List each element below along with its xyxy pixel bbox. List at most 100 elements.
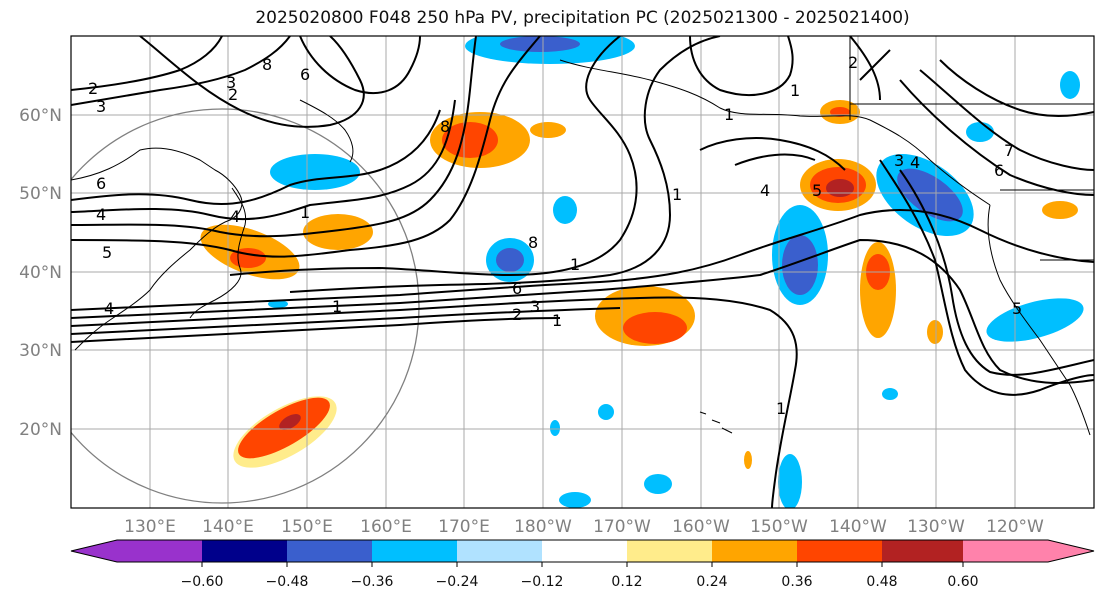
lon-label: 170°W: [593, 517, 651, 537]
north-america-coastline: [987, 204, 1091, 436]
colorbar-label: 0.48: [866, 574, 897, 590]
colorbar-segment: [457, 540, 542, 562]
colorbar-segment: [372, 540, 457, 562]
pv-contour: [139, 36, 365, 128]
lon-label: 160°E: [360, 517, 412, 537]
colorbar-extend-max: [1048, 540, 1094, 562]
map-gridlines: [71, 36, 1094, 508]
lon-label: 180°W: [514, 517, 572, 537]
pv-contours: [71, 36, 1094, 508]
pv-contour: [71, 36, 291, 106]
range-circle: [71, 108, 420, 504]
colorbar-label: −0.60: [181, 574, 224, 590]
colorbar-segment: [882, 540, 963, 562]
latitude-labels: 60°N 50°N 40°N 30°N 20°N: [19, 106, 62, 440]
pv-contour: [899, 169, 1094, 376]
pv-contour: [734, 153, 816, 166]
colorbar-label: −0.24: [436, 574, 479, 590]
pv-contour-label: 3: [96, 97, 106, 116]
colorbar-segment: [712, 540, 797, 562]
colorbar-segment: [117, 540, 202, 562]
pv-contour-label: 1: [300, 203, 310, 222]
neg-precip-patch: [1060, 71, 1080, 99]
pv-contour-label: 8: [440, 117, 450, 136]
pos-precip-patch: [303, 214, 373, 250]
neg-precip-patch: [500, 36, 580, 52]
pv-contour: [849, 36, 891, 101]
lat-label: 20°N: [19, 420, 62, 440]
lat-label: 60°N: [19, 106, 62, 126]
pv-contour: [289, 36, 721, 293]
lat-label: 50°N: [19, 184, 62, 204]
colorbar-label: 0.60: [947, 574, 978, 590]
pv-contour-label: 2: [848, 53, 858, 72]
pos-precip-patch: [1042, 201, 1078, 219]
pos-precip-patch: [744, 451, 752, 469]
neg-precip-patch: [496, 248, 524, 272]
pv-contour: [699, 137, 846, 171]
pv-contour-label: 8: [528, 233, 538, 252]
colorbar-label: −0.36: [351, 574, 394, 590]
pv-contour: [919, 69, 1094, 171]
longitude-labels: 130°E 140°E 150°E 160°E 170°E 180°W 170°…: [124, 517, 1044, 537]
colorbar-segment: [287, 540, 372, 562]
precip-negative-shading: [268, 36, 1084, 508]
pos-precip-patch: [279, 414, 301, 430]
pv-contour-label: 1: [724, 105, 734, 124]
pv-contour-label: 5: [812, 181, 822, 200]
pv-contour-label: 6: [300, 65, 310, 84]
pv-contour: [71, 36, 477, 238]
pv-contour-label: 5: [1012, 299, 1022, 318]
pv-contour-label: 6: [994, 161, 1004, 180]
lon-label: 130°W: [907, 517, 965, 537]
pv-contour-label: 6: [512, 279, 522, 298]
colorbar-segment: [542, 540, 627, 562]
pv-contour: [71, 238, 1094, 384]
canada-border: [849, 36, 1094, 261]
pv-contour: [939, 59, 1094, 117]
lon-label: 150°E: [281, 517, 333, 537]
colorbar-segment: [627, 540, 712, 562]
map-border: [70, 35, 1095, 509]
neg-precip-patch: [782, 235, 818, 295]
lon-label: 140°E: [202, 517, 254, 537]
pv-contour: [71, 36, 541, 258]
pos-precip-patch: [530, 122, 566, 138]
pv-contour-label: 2: [88, 79, 98, 98]
pv-contour: [71, 209, 1094, 311]
lon-label: 160°W: [672, 517, 730, 537]
neg-precip-patch: [553, 196, 577, 224]
colorbar-label: 0.36: [781, 574, 812, 590]
colorbar-extend-min: [71, 540, 117, 562]
pv-contour-label: 1: [552, 311, 562, 330]
lat-label: 40°N: [19, 263, 62, 283]
asia-coastline: [71, 147, 243, 351]
lon-label: 130°E: [124, 517, 176, 537]
pv-contour: [899, 79, 1094, 196]
pv-contour-label: 5: [102, 243, 112, 262]
neg-precip-patch: [550, 420, 560, 436]
pv-contour-labels: 2 3 6 4 5 4 4 1 6 8 8 2 3 1 6 3 2 1 1 8 …: [88, 53, 1022, 418]
pos-precip-patch: [826, 179, 854, 197]
neg-precip-patch: [598, 404, 614, 420]
pos-precip-patch: [442, 122, 498, 158]
pos-precip-patch: [623, 312, 687, 344]
colorbar-segment: [963, 540, 1048, 562]
kamchatka-coastline: [299, 99, 354, 163]
colorbar: −0.60 −0.48 −0.36 −0.24 −0.12 0.12 0.24 …: [70, 539, 1095, 590]
chart-title: 2025020800 F048 250 hPa PV, precipitatio…: [255, 8, 910, 28]
pv-contour-label: 4: [230, 207, 240, 226]
pv-contour: [689, 36, 794, 96]
pv-contour: [879, 159, 1094, 396]
neg-precip-patch: [966, 122, 994, 142]
pv-contour-label: 4: [104, 299, 114, 318]
neg-precip-patch: [270, 154, 360, 190]
neg-precip-patch: [986, 298, 1084, 342]
pv-contour: [71, 296, 798, 508]
alaska-coastline: [559, 59, 991, 206]
colorbar-label: −0.12: [521, 574, 564, 590]
colorbar-label: −0.48: [266, 574, 309, 590]
colorbar-label: 0.12: [611, 574, 642, 590]
lon-label: 170°E: [438, 517, 490, 537]
neg-precip-patch: [559, 492, 591, 508]
